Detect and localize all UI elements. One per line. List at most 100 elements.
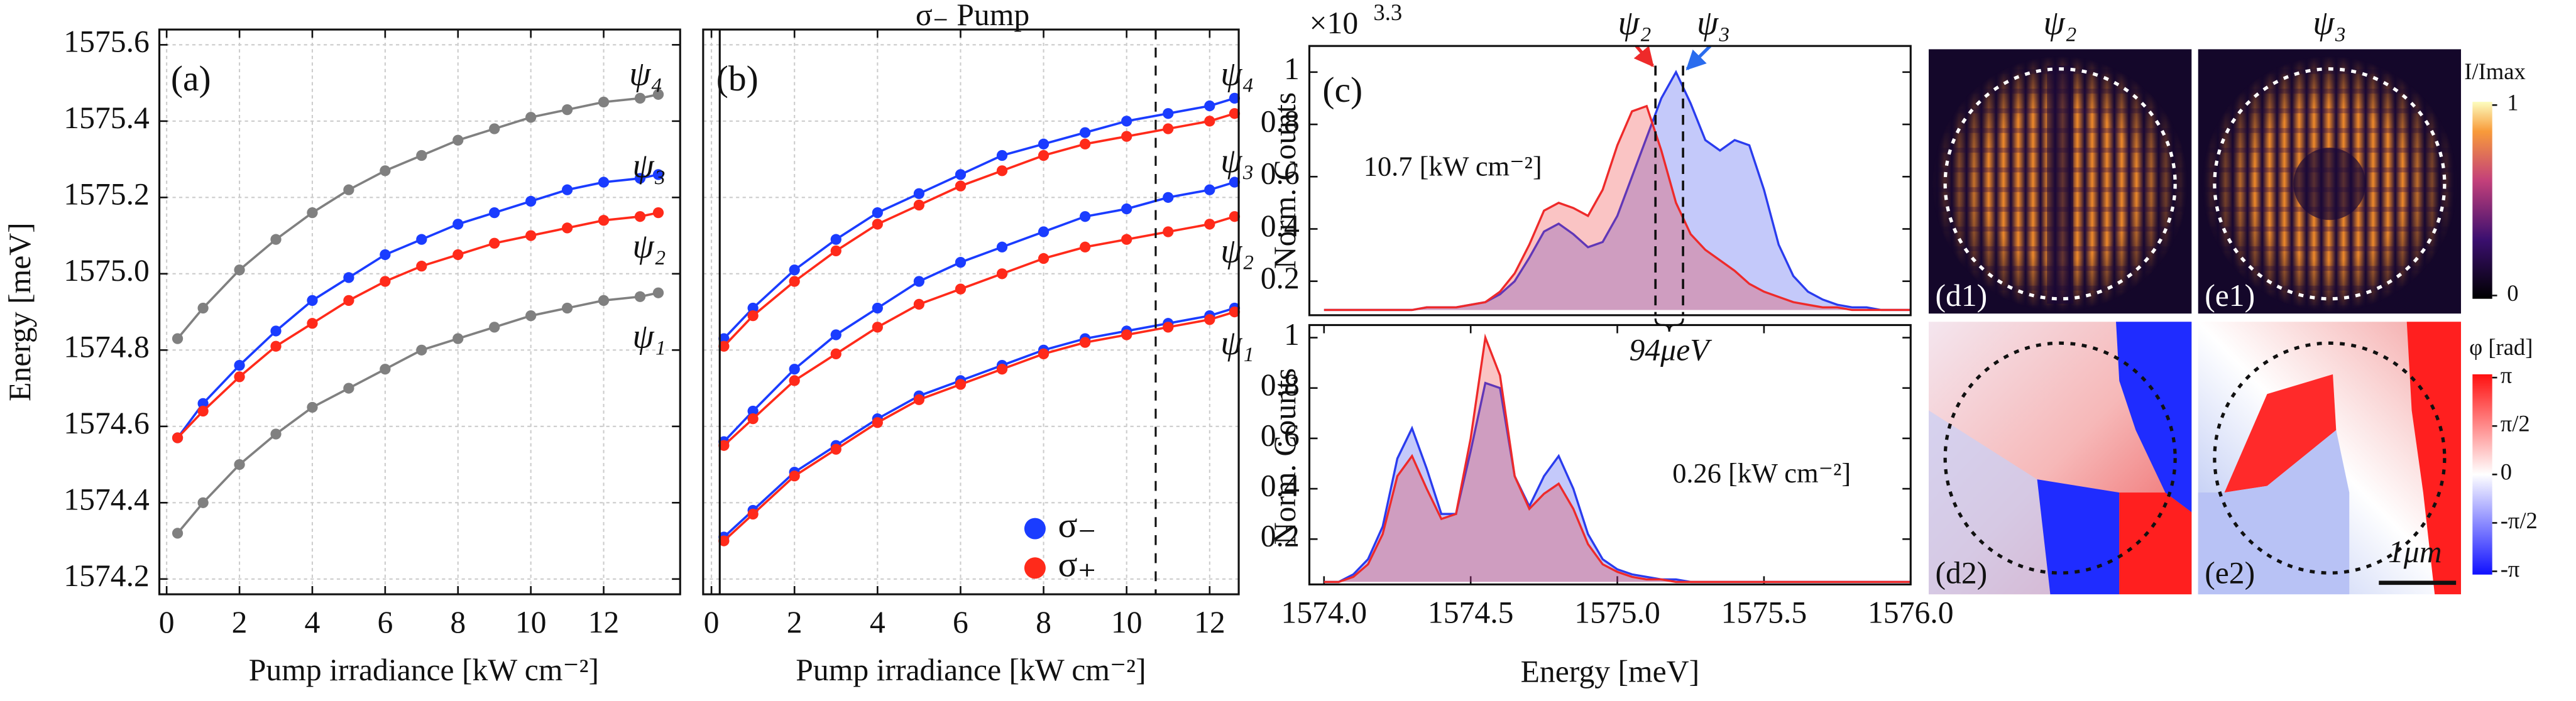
data-point: [1229, 92, 1241, 104]
data-point: [652, 89, 664, 100]
multiplier: ×10: [1309, 6, 1358, 40]
data-point: [525, 112, 537, 123]
data-point: [872, 322, 883, 333]
data-point: [561, 104, 573, 116]
plot-frame: [158, 28, 681, 595]
y-tick-label: 0.6: [1261, 156, 1300, 191]
data-point: [747, 413, 759, 425]
data-point: [416, 234, 427, 245]
plot-frame: [1308, 45, 1912, 317]
data-point: [830, 234, 841, 245]
y-tick-label: 1575.2: [63, 177, 150, 212]
colorbar-tick-label: 0: [2507, 280, 2518, 306]
panel-label: (a): [171, 59, 211, 99]
panel-label: (b): [716, 59, 759, 99]
image-title: ψ₂: [2044, 3, 2077, 41]
data-point: [416, 344, 427, 356]
data-point: [955, 379, 967, 390]
data-point: [913, 298, 925, 310]
data-point: [343, 295, 354, 306]
plot-frame: [1308, 323, 1912, 586]
multiplier-exponent: 3.3: [1373, 0, 1402, 25]
data-point: [489, 123, 500, 134]
image-d2-shade: [1929, 410, 2051, 595]
y-tick-label: 1574.8: [63, 330, 150, 364]
data-point: [634, 211, 646, 222]
x-axis-label: Pump irradiance [kW cm⁻²]: [796, 653, 1146, 687]
y-tick-label: 0.4: [1261, 209, 1300, 243]
legend-marker: [1024, 557, 1046, 579]
image-e2-red2: [2224, 374, 2337, 493]
data-point: [234, 264, 245, 276]
data-point: [1080, 337, 1091, 348]
data-point: [197, 405, 209, 417]
y-tick-label: 1: [1284, 52, 1300, 86]
data-point: [789, 375, 800, 386]
data-point: [872, 219, 883, 230]
data-point: [343, 383, 354, 394]
x-tick-label: 12: [1194, 605, 1225, 639]
data-point: [652, 207, 664, 219]
data-point: [452, 333, 464, 344]
annotation: 10.7 [kW cm⁻²]: [1364, 150, 1542, 182]
image-d2-circle: [1943, 341, 2177, 575]
data-line: [723, 215, 1236, 447]
data-point: [307, 295, 318, 306]
y-tick-label: 1575.6: [63, 24, 150, 59]
data-point: [380, 276, 391, 287]
data-point: [452, 249, 464, 261]
image-label: (d2): [1935, 556, 1987, 590]
image-e2-circle: [2213, 341, 2447, 575]
data-point: [1038, 348, 1050, 360]
data-point: [1121, 131, 1132, 142]
x-tick-label: 0: [704, 605, 720, 639]
data-point: [598, 295, 610, 306]
data-point: [1080, 211, 1091, 222]
colorbar-tick-label: π/2: [2501, 411, 2530, 437]
x-tick-label: 6: [377, 605, 393, 639]
y-tick-label: 1575.4: [63, 101, 150, 135]
data-line: [723, 112, 1236, 347]
chart-title: σ₋ Pump: [916, 0, 1029, 32]
colorbar-label: φ [rad]: [2469, 334, 2533, 360]
y-tick-label: 0.6: [1261, 418, 1300, 452]
data-point: [307, 401, 318, 413]
data-point: [1121, 329, 1132, 340]
x-tick-label: 12: [588, 605, 620, 639]
peak-arrow: [1685, 45, 1712, 70]
y-axis-label: Energy [meV]: [3, 222, 37, 401]
curve-label: ψ₄: [629, 54, 662, 92]
image-e1-node: [2293, 148, 2366, 220]
data-point: [1038, 226, 1050, 237]
curve-label: ψ₃: [1220, 141, 1254, 180]
annotation: 0.26 [kW cm⁻²]: [1672, 457, 1851, 489]
data-point: [1038, 138, 1050, 149]
data-line: [177, 93, 659, 340]
data-point: [380, 364, 391, 375]
data-point: [652, 169, 664, 180]
data-point: [1121, 203, 1132, 215]
y-tick-label: 1574.2: [63, 558, 150, 593]
x-tick-label: 4: [870, 605, 885, 639]
data-point: [1080, 138, 1091, 149]
data-point: [1204, 219, 1215, 230]
data-point: [747, 302, 759, 314]
data-point: [343, 184, 354, 195]
data-point: [452, 134, 464, 146]
data-point: [913, 199, 925, 211]
y-tick-label: 0.4: [1261, 468, 1300, 503]
data-point: [197, 302, 209, 314]
legend-label: σ₊: [1058, 545, 1097, 585]
curve-label: ψ₃: [632, 146, 666, 185]
x-tick-label: 2: [787, 605, 803, 639]
data-point: [343, 272, 354, 283]
image-d1-circle: [1943, 67, 2177, 301]
data-point: [996, 268, 1008, 280]
data-point: [1121, 234, 1132, 245]
data-point: [452, 219, 464, 230]
data-point: [489, 322, 500, 333]
data-point: [913, 394, 925, 405]
data-point: [1163, 192, 1174, 203]
data-line: [723, 310, 1236, 542]
